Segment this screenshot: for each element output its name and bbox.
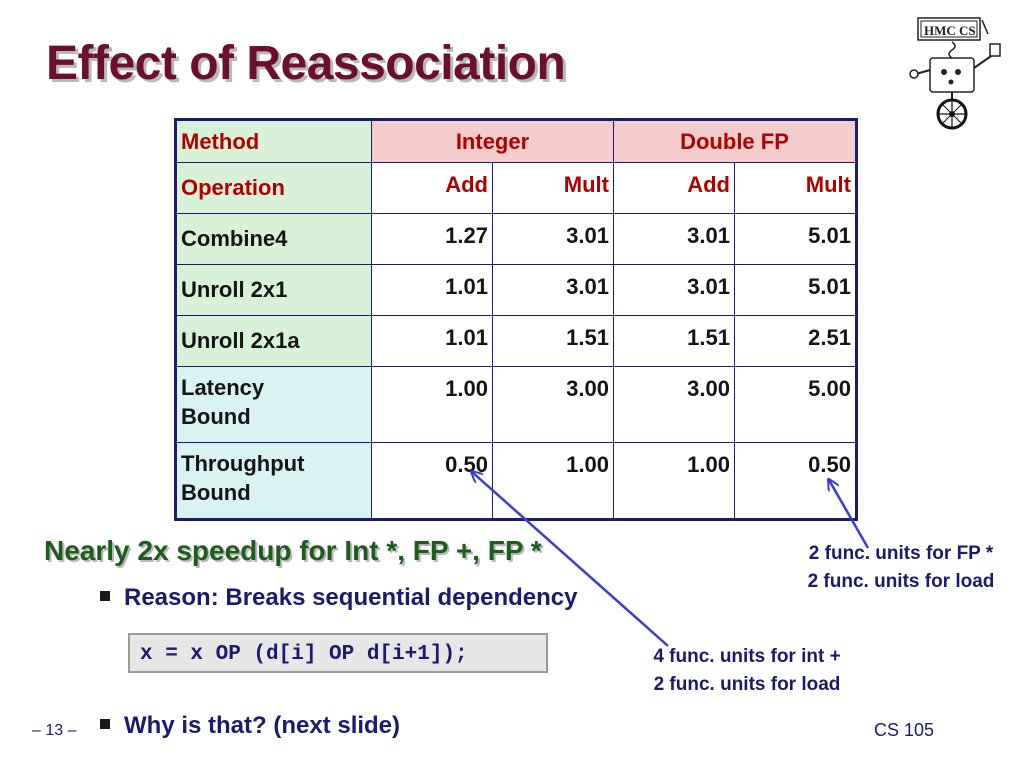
method-cell: Throughput Bound xyxy=(175,442,372,520)
value-cell: 3.01 xyxy=(492,264,614,316)
table-row: Unroll 2x1a 1.01 1.51 1.51 2.51 xyxy=(175,315,857,367)
reason-text: Reason: Breaks sequential dependency xyxy=(124,584,578,611)
method-header-cell: Method xyxy=(175,119,372,163)
square-bullet-icon xyxy=(100,590,110,601)
speedup-headline: Nearly 2x speedup for Int *, FP +, FP * xyxy=(44,535,542,566)
method-cell: Combine4 xyxy=(175,213,372,265)
value-cell: 3.00 xyxy=(492,366,614,443)
value-cell: 1.00 xyxy=(371,366,493,443)
code-snippet: x = x OP (d[i] OP d[i+1]); xyxy=(128,633,548,673)
method-line: Latency xyxy=(181,375,265,400)
table-row: Throughput Bound 0.50 1.00 1.00 0.50 xyxy=(175,442,857,520)
fp-units-note: 2 func. units for FP * 2 func. units for… xyxy=(788,540,1014,596)
value-cell: 3.00 xyxy=(613,366,735,443)
slide-title: Effect of Reassociation xyxy=(46,37,566,90)
op-int-add: Add xyxy=(371,162,493,214)
table-row: Combine4 1.27 3.01 3.01 5.01 xyxy=(175,213,857,265)
operation-label-cell: Operation xyxy=(175,162,372,214)
value-cell: 2.51 xyxy=(734,315,857,367)
why-text: Why is that? (next slide) xyxy=(124,712,401,739)
value-cell: 3.01 xyxy=(492,213,614,265)
value-cell: 0.50 xyxy=(371,442,493,520)
why-bullet: Why is that? (next slide) xyxy=(100,712,400,740)
op-fp-add: Add xyxy=(613,162,735,214)
double-fp-group-header: Double FP xyxy=(613,119,857,163)
integer-group-header: Integer xyxy=(371,119,614,163)
value-cell: 1.00 xyxy=(613,442,735,520)
method-cell: Unroll 2x1a xyxy=(175,315,372,367)
svg-text:HMC CS: HMC CS xyxy=(924,23,976,38)
page-number: – 13 – xyxy=(32,722,77,739)
value-cell: 5.01 xyxy=(734,213,857,265)
value-cell: 1.00 xyxy=(492,442,614,520)
note-line: 2 func. units for FP * xyxy=(808,543,994,564)
op-fp-mult: Mult xyxy=(734,162,857,214)
note-line: 2 func. units for load xyxy=(807,571,995,592)
int-units-note: 4 func. units for int + 2 func. units fo… xyxy=(632,643,862,699)
method-cell: Unroll 2x1 xyxy=(175,264,372,316)
value-cell: 1.01 xyxy=(371,264,493,316)
value-cell: 1.27 xyxy=(371,213,493,265)
value-cell: 5.01 xyxy=(734,264,857,316)
method-line: Throughput xyxy=(181,451,305,476)
method-line: Bound xyxy=(181,480,251,505)
method-cell: Latency Bound xyxy=(175,366,372,443)
value-cell: 3.01 xyxy=(613,264,735,316)
op-int-mult: Mult xyxy=(492,162,614,214)
reason-bullet: Reason: Breaks sequential dependency xyxy=(100,584,578,612)
value-cell: 1.51 xyxy=(492,315,614,367)
table-row: Latency Bound 1.00 3.00 3.00 5.00 xyxy=(175,366,857,443)
course-label: CS 105 xyxy=(874,720,935,740)
table-row: Unroll 2x1 1.01 3.01 3.01 5.01 xyxy=(175,264,857,316)
performance-table: Method Integer Double FP Operation Add M… xyxy=(174,118,858,521)
note-line: 4 func. units for int + xyxy=(653,646,841,667)
table-header-row: Method Integer Double FP xyxy=(175,119,857,163)
method-line: Bound xyxy=(181,404,251,429)
square-bullet-icon xyxy=(100,718,110,729)
value-cell: 5.00 xyxy=(734,366,857,443)
robot-logo-icon: HMC CS xyxy=(906,14,1010,132)
note-line: 2 func. units for load xyxy=(653,674,841,695)
operation-row: Operation Add Mult Add Mult xyxy=(175,162,857,214)
value-cell: 3.01 xyxy=(613,213,735,265)
value-cell: 1.01 xyxy=(371,315,493,367)
value-cell: 0.50 xyxy=(734,442,857,520)
value-cell: 1.51 xyxy=(613,315,735,367)
